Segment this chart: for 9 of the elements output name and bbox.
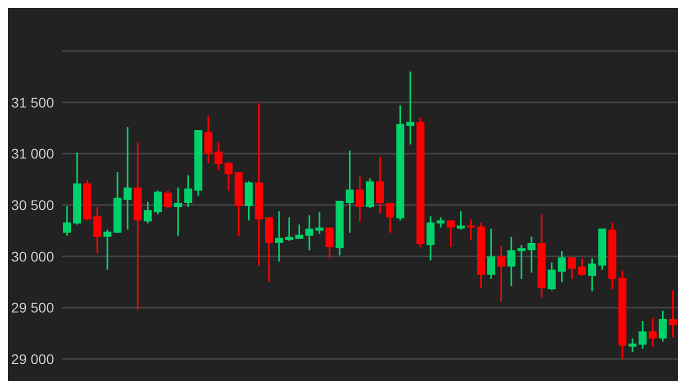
- y-tick-label: 29 000: [11, 350, 54, 367]
- candlestick: [628, 338, 637, 352]
- y-tick-label: 30 000: [11, 248, 54, 264]
- candlestick: [315, 212, 324, 234]
- y-tick-label: 31 500: [11, 94, 54, 110]
- y-tick-label: 29 500: [11, 300, 54, 316]
- candlestick: [528, 236, 536, 273]
- y-tick-label: 31 000: [11, 146, 54, 162]
- y-tick-label: 30 500: [11, 196, 54, 213]
